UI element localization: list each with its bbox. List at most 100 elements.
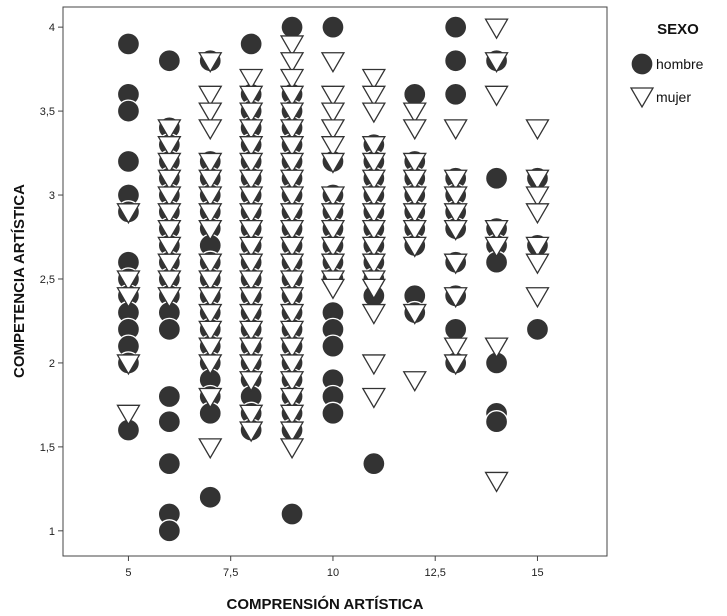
point-mujer bbox=[157, 136, 182, 157]
point-mujer bbox=[320, 236, 346, 258]
point-mujer bbox=[279, 203, 305, 225]
x-tick-label: 7,5 bbox=[223, 567, 238, 579]
point-mujer bbox=[279, 186, 305, 208]
point-mujer bbox=[279, 102, 305, 124]
point-mujer bbox=[279, 169, 305, 191]
point-mujer bbox=[320, 203, 346, 225]
point-hombre bbox=[444, 15, 468, 39]
point-mujer bbox=[239, 136, 264, 157]
y-tick-label: 1,5 bbox=[40, 442, 55, 454]
point-mujer bbox=[279, 287, 305, 309]
data-points bbox=[116, 15, 550, 543]
point-mujer bbox=[525, 119, 550, 141]
point-mujer bbox=[157, 287, 182, 309]
point-mujer bbox=[279, 35, 305, 57]
point-mujer bbox=[116, 203, 141, 225]
point-mujer bbox=[198, 303, 223, 325]
point-mujer bbox=[116, 354, 141, 376]
point-mujer bbox=[239, 354, 264, 376]
point-mujer bbox=[198, 119, 223, 141]
point-mujer bbox=[279, 387, 305, 409]
point-mujer bbox=[157, 270, 182, 292]
point-mujer bbox=[116, 404, 141, 426]
point-mujer bbox=[402, 152, 427, 174]
point-mujer bbox=[443, 169, 468, 191]
point-mujer bbox=[361, 85, 386, 107]
point-mujer bbox=[443, 203, 468, 225]
point-mujer bbox=[361, 203, 386, 225]
point-mujer bbox=[198, 52, 223, 74]
point-mujer bbox=[198, 337, 223, 359]
point-hombre bbox=[157, 384, 181, 409]
point-mujer bbox=[239, 337, 264, 359]
point-mujer bbox=[198, 219, 223, 241]
point-mujer bbox=[361, 136, 386, 157]
y-axis: 1 1,5 2 2,5 3 3,5 4 bbox=[40, 22, 63, 538]
point-hombre bbox=[444, 82, 468, 106]
point-hombre bbox=[157, 49, 181, 73]
point-mujer bbox=[361, 303, 386, 325]
point-mujer bbox=[198, 287, 223, 309]
point-mujer bbox=[525, 287, 550, 309]
point-mujer bbox=[361, 253, 386, 275]
point-mujer bbox=[443, 354, 468, 376]
point-mujer bbox=[402, 219, 427, 241]
x-tick-label: 12,5 bbox=[424, 567, 445, 579]
point-mujer bbox=[443, 287, 468, 309]
point-mujer bbox=[320, 102, 346, 124]
point-hombre bbox=[321, 334, 345, 358]
point-mujer bbox=[361, 236, 386, 258]
point-mujer bbox=[484, 85, 509, 107]
point-mujer bbox=[116, 270, 141, 292]
point-hombre bbox=[239, 32, 263, 56]
point-mujer bbox=[239, 119, 264, 141]
point-mujer bbox=[361, 152, 386, 174]
point-mujer bbox=[361, 278, 386, 300]
point-mujer bbox=[279, 404, 305, 426]
point-mujer bbox=[279, 85, 305, 107]
point-mujer bbox=[525, 236, 550, 258]
point-mujer bbox=[443, 186, 468, 208]
point-mujer bbox=[484, 219, 509, 241]
point-mujer bbox=[320, 52, 346, 74]
point-mujer bbox=[157, 169, 182, 191]
point-mujer bbox=[443, 219, 468, 241]
point-mujer bbox=[198, 354, 223, 376]
point-mujer bbox=[157, 152, 182, 174]
point-mujer bbox=[239, 102, 264, 124]
point-mujer bbox=[525, 253, 550, 275]
point-hombre bbox=[444, 317, 468, 341]
point-mujer bbox=[443, 337, 468, 359]
point-mujer bbox=[484, 471, 509, 493]
point-mujer bbox=[484, 337, 509, 359]
point-mujer bbox=[279, 337, 305, 359]
point-mujer bbox=[198, 186, 223, 208]
point-hombre bbox=[116, 32, 141, 56]
point-mujer bbox=[402, 371, 427, 393]
point-mujer bbox=[198, 85, 223, 107]
point-mujer bbox=[402, 303, 427, 325]
point-mujer bbox=[320, 253, 346, 275]
point-mujer bbox=[116, 287, 141, 309]
point-hombre bbox=[157, 317, 181, 341]
point-mujer bbox=[198, 320, 223, 342]
point-hombre bbox=[116, 149, 141, 174]
point-mujer bbox=[239, 85, 264, 107]
point-mujer bbox=[279, 371, 305, 393]
point-mujer bbox=[279, 219, 305, 241]
point-mujer bbox=[239, 68, 264, 90]
point-mujer bbox=[525, 186, 550, 208]
point-mujer bbox=[157, 253, 182, 275]
point-mujer bbox=[402, 186, 427, 208]
point-mujer bbox=[198, 203, 223, 225]
point-mujer bbox=[198, 169, 223, 191]
y-axis-title: COMPETENCIA ARTÍSTICA bbox=[11, 184, 28, 378]
point-mujer bbox=[239, 404, 264, 426]
point-mujer bbox=[239, 303, 264, 325]
x-axis-title: COMPRENSIÓN ARTÍSTICA bbox=[227, 595, 424, 613]
point-mujer bbox=[402, 203, 427, 225]
point-mujer bbox=[402, 236, 427, 258]
point-mujer bbox=[239, 270, 264, 292]
point-mujer bbox=[157, 203, 182, 225]
point-mujer bbox=[198, 152, 223, 174]
